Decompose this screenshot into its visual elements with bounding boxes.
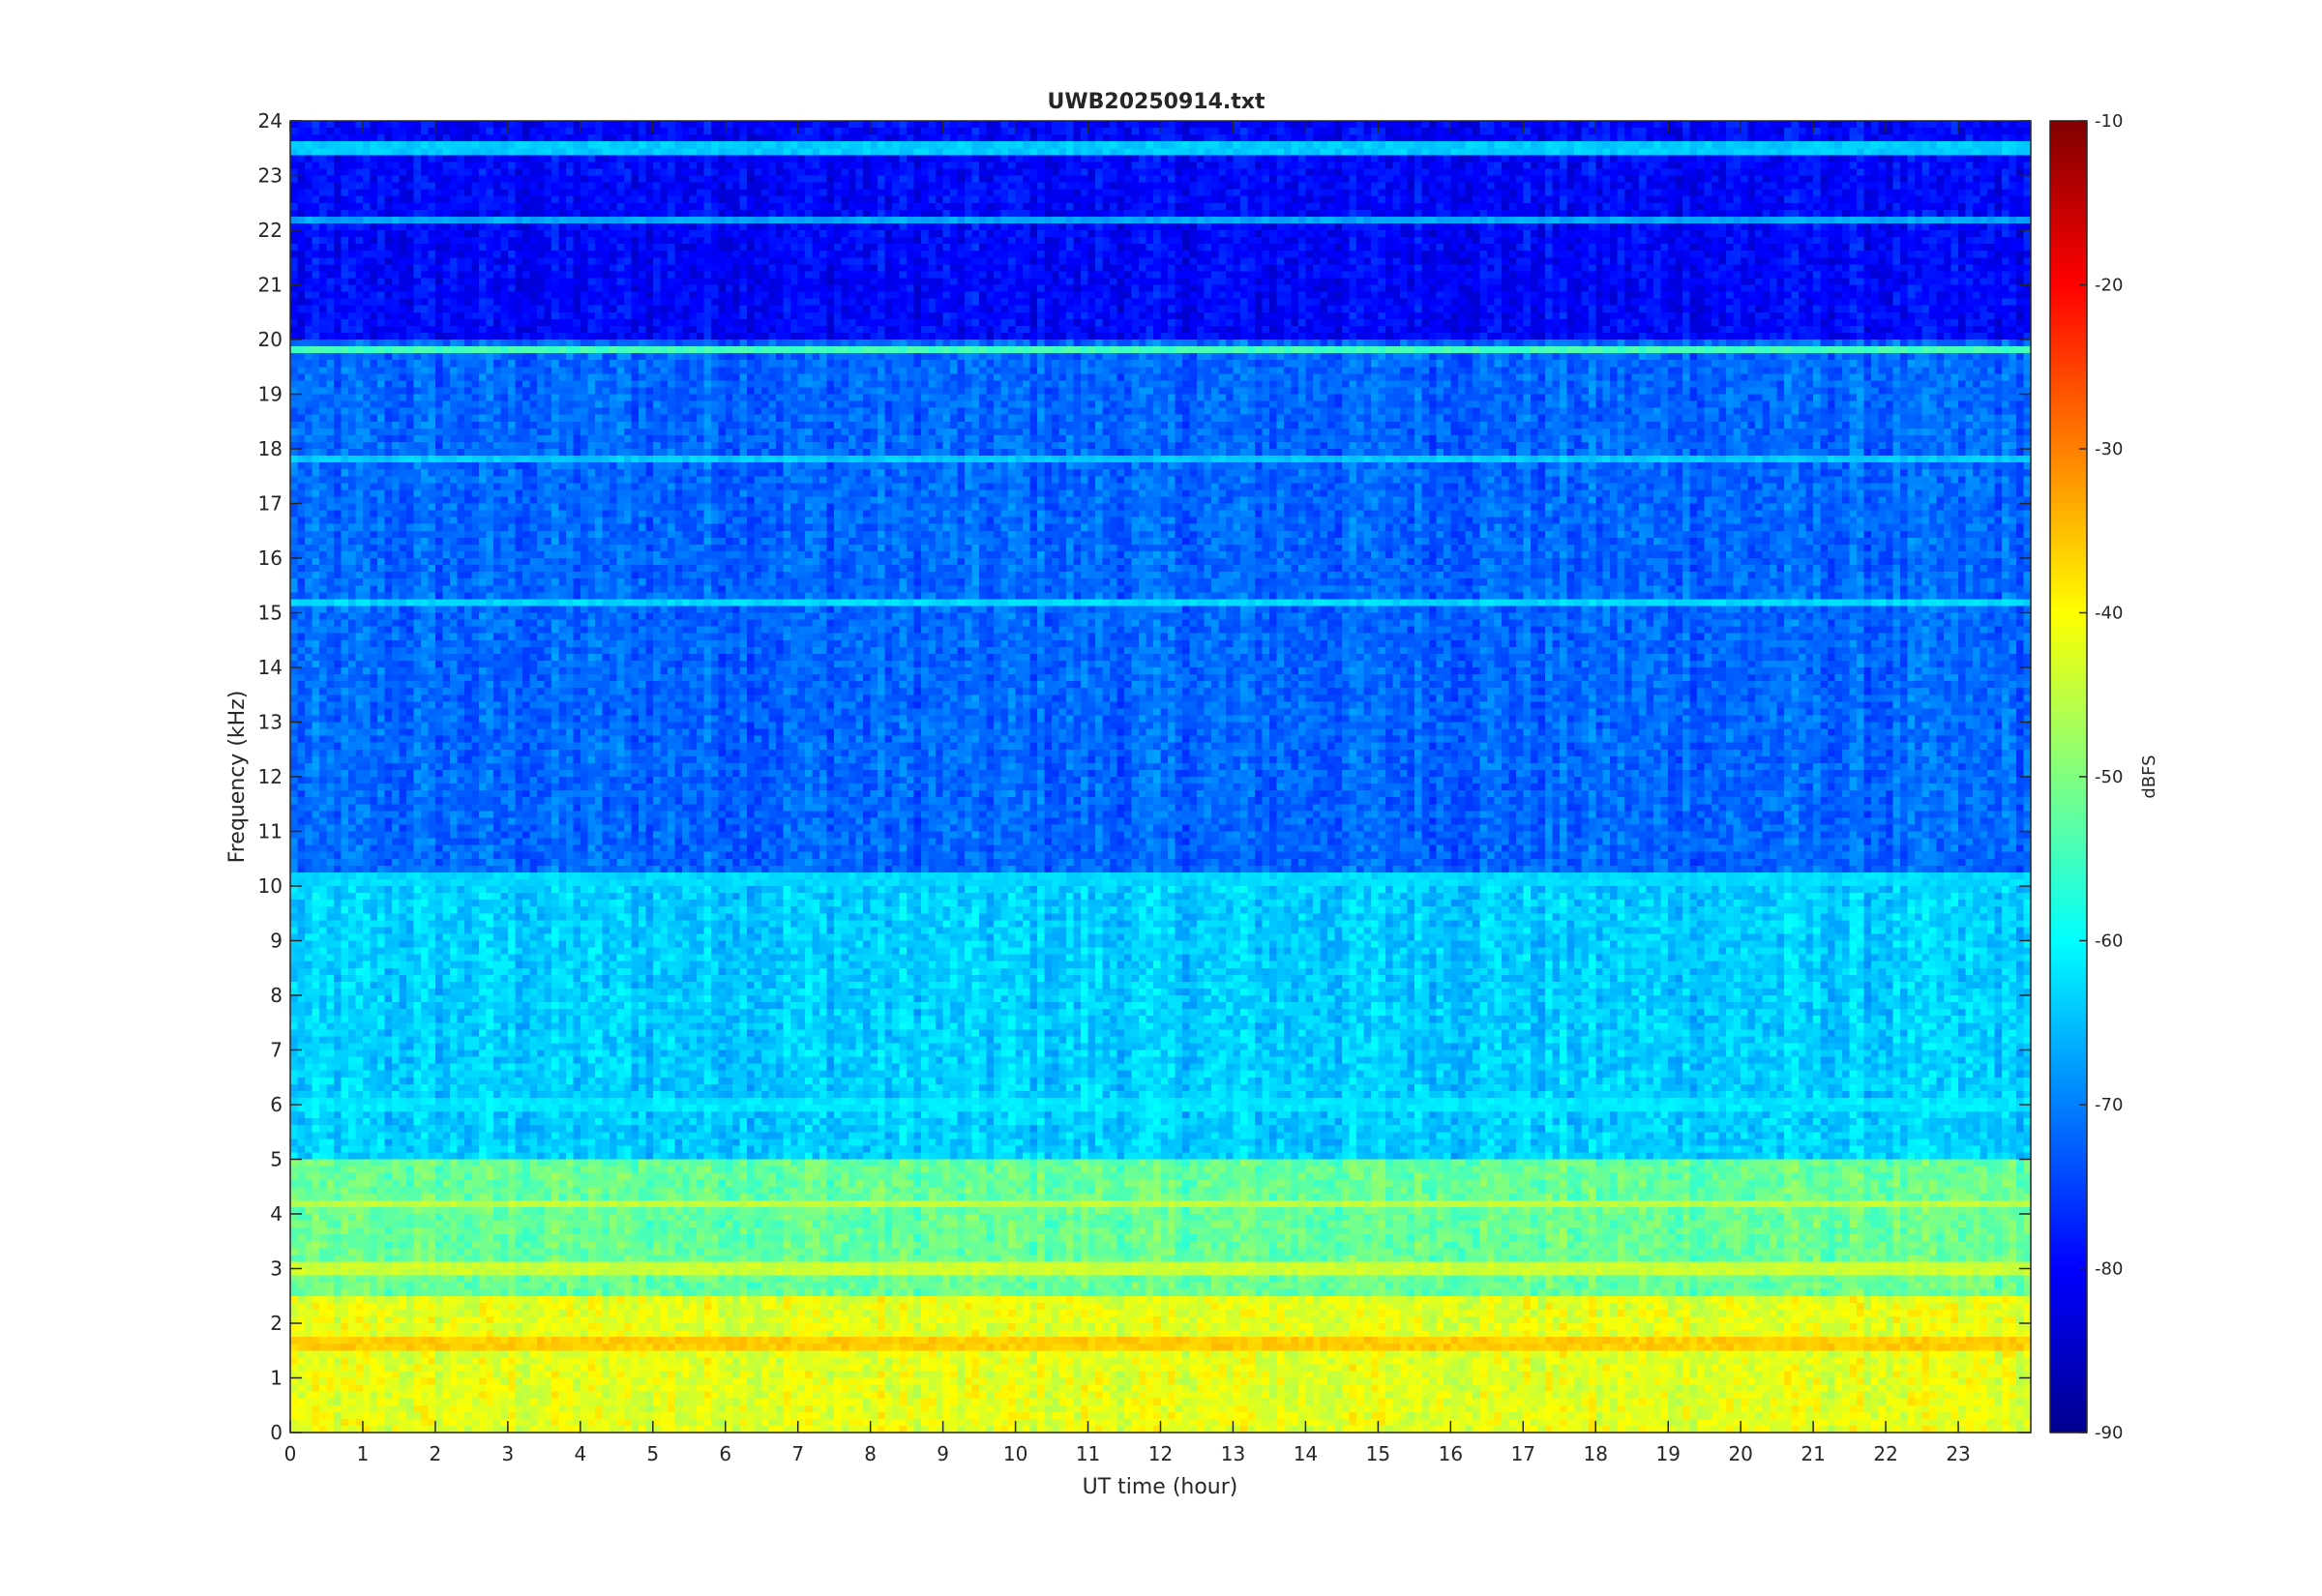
- y-tick-label: 5: [270, 1148, 283, 1171]
- chart-title: UWB20250914.txt: [1048, 90, 1265, 114]
- y-tick-label: 12: [258, 765, 283, 788]
- x-tick-label: 1: [357, 1442, 370, 1465]
- colorbar-label: dBFS: [2139, 754, 2159, 798]
- y-tick-label: 19: [258, 383, 283, 406]
- x-tick-label: 7: [791, 1442, 804, 1465]
- x-tick-label: 5: [646, 1442, 659, 1465]
- x-tick-label: 6: [719, 1442, 731, 1465]
- y-tick-label: 13: [258, 711, 283, 734]
- colorbar-tick-label: -90: [2095, 1423, 2123, 1443]
- colorbar-tick-label: -30: [2095, 439, 2123, 459]
- y-tick-label: 6: [270, 1093, 283, 1116]
- x-tick-label: 22: [1873, 1442, 1897, 1465]
- y-tick-label: 23: [258, 164, 283, 188]
- x-tick-label: 23: [1946, 1442, 1970, 1465]
- y-axis-label: Frequency (kHz): [225, 691, 250, 864]
- colorbar-tick-label: -50: [2095, 767, 2123, 787]
- y-tick-label: 18: [258, 437, 283, 460]
- x-tick-label: 8: [864, 1442, 877, 1465]
- x-tick-label: 13: [1221, 1442, 1245, 1465]
- spectrogram-heatmap: [290, 121, 2031, 1433]
- x-tick-label: 20: [1728, 1442, 1752, 1465]
- y-tick-label: 10: [258, 874, 283, 898]
- x-tick-label: 10: [1003, 1442, 1027, 1465]
- y-tick-label: 11: [258, 820, 283, 843]
- heatmap-cells: [290, 121, 2031, 1433]
- plot-area: [289, 120, 2032, 1433]
- y-tick-label: 16: [258, 547, 283, 570]
- y-tick-label: 20: [258, 328, 283, 351]
- x-axis: 0 1 2 3 4 5 6 7 8 9 10 11 12 13 14 15 16 17 18 19 20 21 22 23: [284, 121, 1971, 1465]
- x-tick-label: 21: [1801, 1442, 1825, 1465]
- colorbar-ticks: -10 -20 -30 -40 -50 -60 -70 -80 -90: [2079, 111, 2123, 1443]
- colorbar-tick-label: -80: [2095, 1259, 2123, 1280]
- colorbar-tick-label: -70: [2095, 1095, 2123, 1115]
- x-tick-label: 4: [574, 1442, 586, 1465]
- x-tick-label: 0: [284, 1442, 297, 1465]
- x-tick-label: 19: [1655, 1442, 1680, 1465]
- x-tick-label: 12: [1148, 1442, 1173, 1465]
- y-tick-label: 24: [258, 109, 283, 133]
- x-tick-label: 11: [1076, 1442, 1100, 1465]
- y-tick-label: 0: [270, 1421, 283, 1444]
- y-tick-label: 15: [258, 602, 283, 625]
- y-tick-label: 21: [258, 274, 283, 297]
- x-tick-label: 16: [1439, 1442, 1463, 1465]
- y-tick-label: 4: [270, 1202, 283, 1226]
- x-tick-label: 14: [1294, 1442, 1318, 1465]
- y-tick-label: 9: [270, 930, 283, 953]
- x-tick-label: 18: [1584, 1442, 1608, 1465]
- x-tick-label: 15: [1366, 1442, 1390, 1465]
- y-tick-label: 22: [258, 219, 283, 242]
- colorbar-tick-label: -10: [2095, 111, 2123, 132]
- x-tick-label: 3: [502, 1442, 515, 1465]
- x-tick-label: 2: [430, 1442, 442, 1465]
- y-tick-label: 1: [270, 1367, 283, 1390]
- x-axis-label: UT time (hour): [1083, 1475, 1238, 1499]
- y-tick-label: 7: [270, 1039, 283, 1062]
- colorbar-tick-label: -20: [2095, 276, 2123, 296]
- x-tick-label: 17: [1511, 1442, 1535, 1465]
- colorbar-tick-label: -60: [2095, 931, 2123, 952]
- y-tick-label: 3: [270, 1257, 283, 1281]
- y-tick-label: 8: [270, 984, 283, 1007]
- y-tick-label: 2: [270, 1312, 283, 1335]
- y-tick-label: 14: [258, 656, 283, 679]
- x-tick-label: 9: [937, 1442, 949, 1465]
- colorbar-tick-label: -40: [2095, 604, 2123, 624]
- colorbar: -10 -20 -30 -40 -50 -60 -70 -80 -90 dBFS: [2049, 111, 2159, 1443]
- y-tick-label: 17: [258, 492, 283, 516]
